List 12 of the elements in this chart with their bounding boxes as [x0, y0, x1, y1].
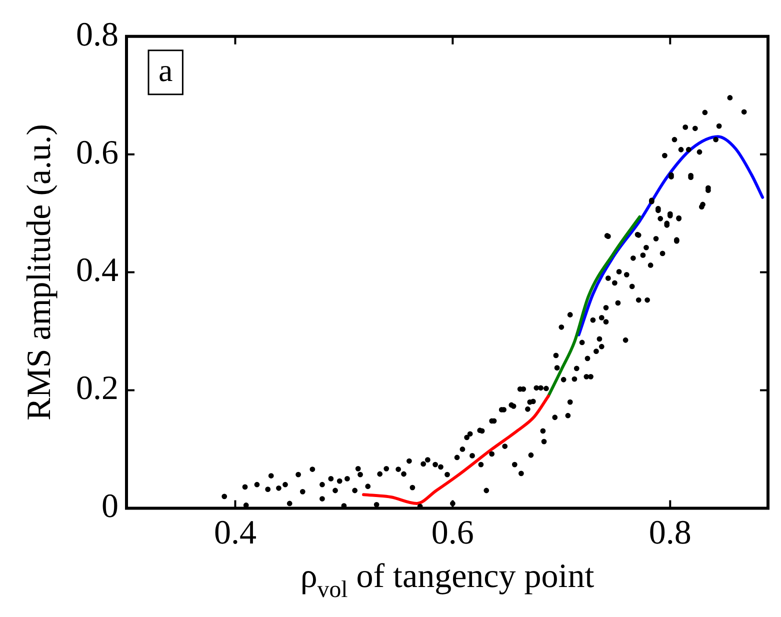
y-tick-label: 0.8: [76, 16, 118, 54]
y-tick-label: 0: [102, 488, 118, 526]
x-tick-label: 0.4: [214, 514, 256, 552]
x-tick-label: 0.8: [648, 514, 692, 552]
y-tick-label: 0.4: [76, 252, 118, 290]
y-tick-label: 0.2: [76, 370, 118, 408]
y-tick-label: 0.6: [76, 134, 118, 172]
y-axis-title: RMS amplitude (a.u.): [21, 124, 58, 421]
line-series: [577, 135, 764, 336]
x-tick-label: 0.6: [431, 514, 474, 552]
line-series: [546, 215, 642, 398]
annotation: a: [158, 52, 173, 88]
